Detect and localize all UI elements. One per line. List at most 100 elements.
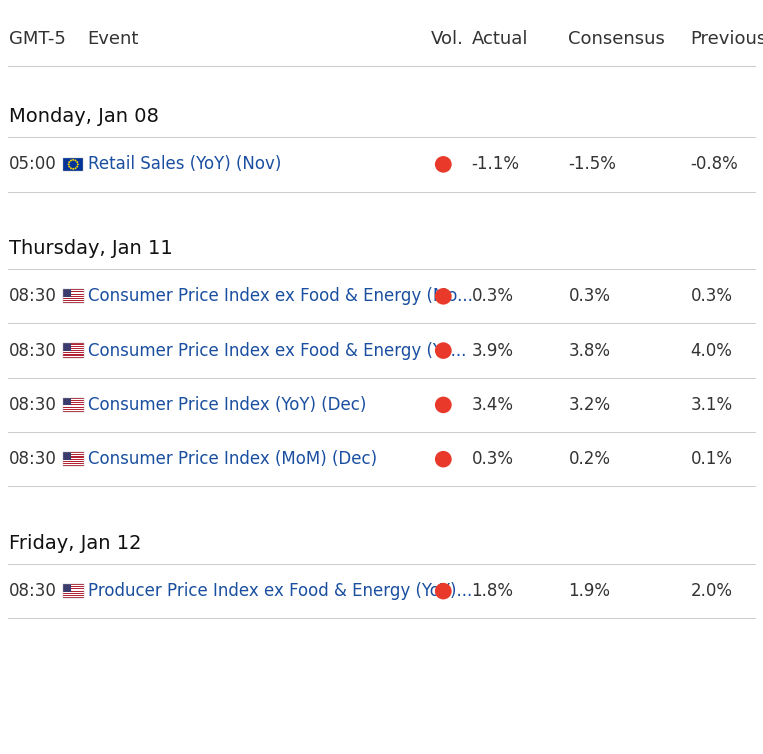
Text: 0.2%: 0.2%	[568, 450, 610, 468]
FancyBboxPatch shape	[63, 295, 84, 296]
Text: 08:30: 08:30	[9, 396, 57, 414]
Text: -1.1%: -1.1%	[472, 155, 520, 173]
FancyBboxPatch shape	[63, 291, 84, 293]
Text: -1.5%: -1.5%	[568, 155, 617, 173]
Circle shape	[75, 160, 76, 161]
FancyBboxPatch shape	[63, 158, 83, 171]
Text: Producer Price Index ex Food & Energy (YoY)...: Producer Price Index ex Food & Energy (Y…	[88, 582, 472, 600]
FancyBboxPatch shape	[63, 348, 84, 349]
Text: 0.3%: 0.3%	[472, 287, 513, 305]
Circle shape	[69, 161, 70, 163]
FancyBboxPatch shape	[63, 586, 84, 587]
FancyBboxPatch shape	[63, 404, 84, 406]
FancyBboxPatch shape	[63, 587, 84, 588]
FancyBboxPatch shape	[63, 354, 84, 356]
Circle shape	[70, 167, 72, 169]
FancyBboxPatch shape	[63, 293, 84, 295]
Text: 3.9%: 3.9%	[472, 342, 513, 360]
FancyBboxPatch shape	[63, 398, 84, 399]
Text: 0.3%: 0.3%	[691, 287, 732, 305]
Text: Consumer Price Index (YoY) (Dec): Consumer Price Index (YoY) (Dec)	[88, 396, 366, 414]
FancyBboxPatch shape	[63, 584, 84, 585]
Text: 3.1%: 3.1%	[691, 396, 732, 414]
FancyBboxPatch shape	[63, 464, 84, 465]
FancyBboxPatch shape	[63, 592, 84, 593]
FancyBboxPatch shape	[63, 411, 84, 412]
Circle shape	[435, 342, 452, 359]
Text: Monday, Jan 08: Monday, Jan 08	[9, 107, 159, 126]
FancyBboxPatch shape	[63, 597, 84, 599]
Text: Friday, Jan 12: Friday, Jan 12	[9, 534, 142, 553]
Text: Consumer Price Index ex Food & Energy (Yo...: Consumer Price Index ex Food & Energy (Y…	[88, 342, 466, 360]
Text: 08:30: 08:30	[9, 287, 57, 305]
FancyBboxPatch shape	[63, 298, 84, 299]
Text: 3.8%: 3.8%	[568, 342, 610, 360]
FancyBboxPatch shape	[63, 347, 84, 348]
FancyBboxPatch shape	[63, 458, 84, 460]
FancyBboxPatch shape	[63, 290, 71, 297]
Text: 1.8%: 1.8%	[472, 582, 513, 600]
FancyBboxPatch shape	[63, 456, 84, 458]
FancyBboxPatch shape	[63, 409, 84, 410]
FancyBboxPatch shape	[63, 344, 71, 351]
Text: Consumer Price Index (MoM) (Dec): Consumer Price Index (MoM) (Dec)	[88, 450, 377, 468]
Text: Consumer Price Index ex Food & Energy (Mo...: Consumer Price Index ex Food & Energy (M…	[88, 287, 472, 305]
FancyBboxPatch shape	[63, 300, 84, 302]
FancyBboxPatch shape	[63, 349, 84, 350]
FancyBboxPatch shape	[63, 408, 84, 409]
FancyBboxPatch shape	[63, 465, 84, 467]
FancyBboxPatch shape	[63, 462, 84, 463]
Text: 2.0%: 2.0%	[691, 582, 732, 600]
FancyBboxPatch shape	[63, 356, 84, 357]
Text: Consensus: Consensus	[568, 30, 665, 48]
Text: 1.9%: 1.9%	[568, 582, 610, 600]
FancyBboxPatch shape	[63, 593, 84, 594]
FancyBboxPatch shape	[63, 290, 84, 291]
Circle shape	[435, 451, 452, 467]
FancyBboxPatch shape	[63, 590, 84, 592]
Circle shape	[69, 166, 70, 167]
Text: 05:00: 05:00	[9, 155, 57, 173]
Text: 3.2%: 3.2%	[568, 396, 610, 414]
Text: Actual: Actual	[472, 30, 528, 48]
Circle shape	[435, 156, 452, 173]
FancyBboxPatch shape	[63, 350, 84, 351]
FancyBboxPatch shape	[63, 588, 84, 590]
FancyBboxPatch shape	[63, 452, 71, 460]
Text: 3.4%: 3.4%	[472, 396, 513, 414]
Text: 0.3%: 0.3%	[568, 287, 610, 305]
FancyBboxPatch shape	[63, 351, 84, 352]
FancyBboxPatch shape	[63, 410, 84, 411]
FancyBboxPatch shape	[63, 594, 84, 595]
FancyBboxPatch shape	[63, 345, 84, 347]
Text: Retail Sales (YoY) (Nov): Retail Sales (YoY) (Nov)	[88, 155, 281, 173]
Text: Event: Event	[88, 30, 139, 48]
FancyBboxPatch shape	[63, 463, 84, 464]
FancyBboxPatch shape	[63, 595, 84, 596]
FancyBboxPatch shape	[63, 454, 84, 455]
Circle shape	[68, 164, 69, 165]
FancyBboxPatch shape	[63, 299, 84, 300]
Circle shape	[435, 288, 452, 305]
FancyBboxPatch shape	[63, 455, 84, 456]
Text: Vol.: Vol.	[431, 30, 464, 48]
Circle shape	[70, 160, 72, 161]
FancyBboxPatch shape	[63, 403, 84, 404]
FancyBboxPatch shape	[63, 297, 84, 298]
Circle shape	[72, 168, 74, 170]
Text: 08:30: 08:30	[9, 450, 57, 468]
FancyBboxPatch shape	[63, 596, 84, 597]
Text: -0.8%: -0.8%	[691, 155, 739, 173]
Circle shape	[76, 166, 78, 167]
FancyBboxPatch shape	[63, 400, 84, 401]
FancyBboxPatch shape	[63, 302, 84, 304]
FancyBboxPatch shape	[63, 453, 84, 454]
FancyBboxPatch shape	[63, 585, 84, 586]
FancyBboxPatch shape	[63, 352, 84, 354]
Text: 4.0%: 4.0%	[691, 342, 732, 360]
Text: 0.3%: 0.3%	[472, 450, 513, 468]
FancyBboxPatch shape	[63, 584, 71, 592]
Text: Previous: Previous	[691, 30, 763, 48]
FancyBboxPatch shape	[63, 344, 84, 345]
Circle shape	[77, 164, 79, 165]
